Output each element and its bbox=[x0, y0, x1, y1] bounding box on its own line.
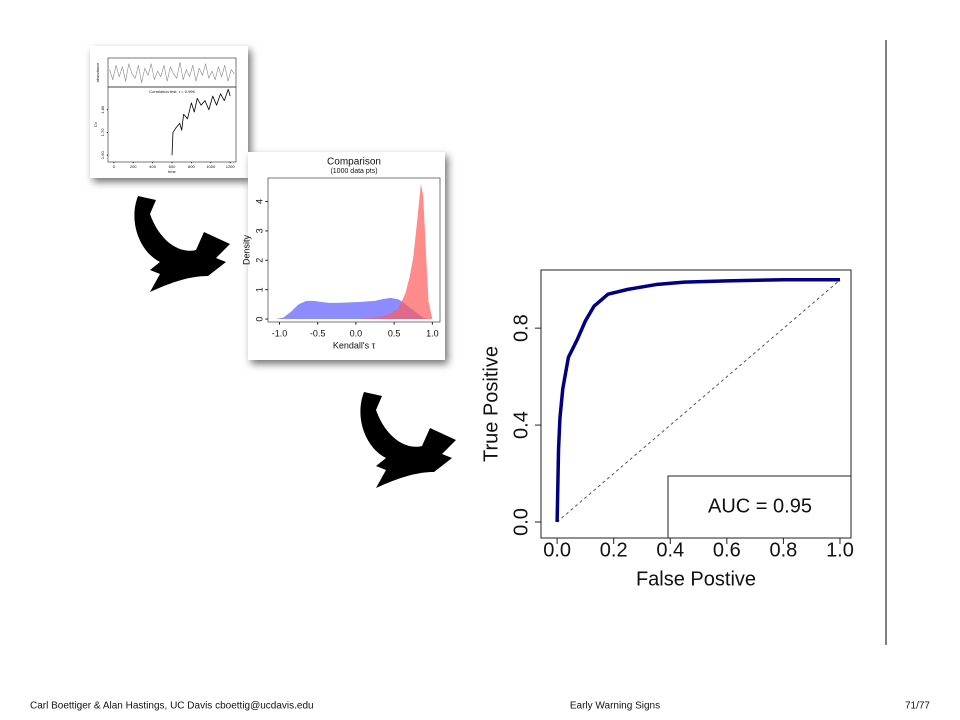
footer-right: 71/77 bbox=[905, 701, 930, 712]
footer-center: Early Warning Signs bbox=[570, 701, 660, 712]
x-axis-label: False Postive bbox=[636, 568, 756, 590]
y-tick-label: 1.60 bbox=[100, 151, 105, 160]
auc-box bbox=[667, 475, 852, 539]
x-axis-label: Kendall's τ bbox=[333, 340, 376, 350]
arrow bbox=[134, 196, 230, 292]
y-axis-label: Density bbox=[241, 234, 251, 265]
y-tick-label: 1 bbox=[254, 287, 264, 292]
thumbnail-density bbox=[248, 152, 445, 360]
y-tick-label: 0.4 bbox=[510, 411, 532, 439]
footer-left: Carl Boettiger & Alan Hastings, UC Davis… bbox=[30, 701, 314, 712]
y-tick-label: 1.80 bbox=[100, 105, 105, 114]
x-tick-label: 0.0 bbox=[543, 539, 571, 561]
x-tick-label: 1000 bbox=[206, 164, 216, 169]
x-tick-label: 400 bbox=[149, 164, 156, 169]
x-tick-label: 0.5 bbox=[388, 328, 401, 338]
line-series bbox=[109, 62, 235, 83]
thumbnail-timeseries bbox=[90, 46, 248, 178]
y-tick-label: 0 bbox=[254, 317, 264, 322]
x-tick-label: 0.0 bbox=[350, 328, 363, 338]
x-tick-label: -0.5 bbox=[310, 328, 326, 338]
density-area bbox=[275, 183, 433, 320]
x-tick-label: 0.4 bbox=[656, 539, 684, 561]
chart-title: Comparison bbox=[327, 157, 381, 168]
x-tick-label: 0.8 bbox=[769, 539, 797, 561]
x-tick-label: 800 bbox=[188, 164, 195, 169]
x-tick-label: 0.6 bbox=[713, 539, 741, 561]
reference-diagonal bbox=[556, 279, 841, 523]
plot-frame bbox=[540, 269, 852, 539]
x-tick-label: 200 bbox=[130, 164, 137, 169]
x-tick-label: 0 bbox=[113, 164, 116, 169]
arrow bbox=[360, 392, 456, 488]
x-tick-label: 0.2 bbox=[600, 539, 628, 561]
y-tick-label: 1.70 bbox=[100, 128, 105, 137]
x-tick-label: 1200 bbox=[226, 164, 236, 169]
y-axis-label: True Positive bbox=[480, 346, 502, 462]
x-tick-label: 1.0 bbox=[426, 328, 439, 338]
x-tick-label: -1.0 bbox=[272, 328, 288, 338]
y-axis-label: CV bbox=[93, 121, 98, 127]
plot-frame bbox=[267, 177, 441, 323]
annotation: AUC = 0.95 bbox=[708, 495, 812, 517]
x-axis-label: time bbox=[168, 169, 176, 174]
y-tick-label: 3 bbox=[254, 228, 264, 233]
x-tick-label: 1.0 bbox=[826, 539, 854, 561]
y-tick-label: 4 bbox=[254, 199, 264, 204]
y-axis-label: abundance bbox=[95, 62, 100, 83]
line-series bbox=[171, 88, 231, 156]
annotation: Correlation test, τ = 0.996 bbox=[149, 89, 195, 94]
x-tick-label: 600 bbox=[169, 164, 176, 169]
chart-subtitle: (1000 data pts) bbox=[330, 168, 377, 175]
y-tick-label: 2 bbox=[254, 258, 264, 263]
y-tick-label: 0.8 bbox=[510, 314, 532, 342]
y-tick-label: 0.0 bbox=[510, 508, 532, 536]
line-series bbox=[555, 277, 840, 523]
